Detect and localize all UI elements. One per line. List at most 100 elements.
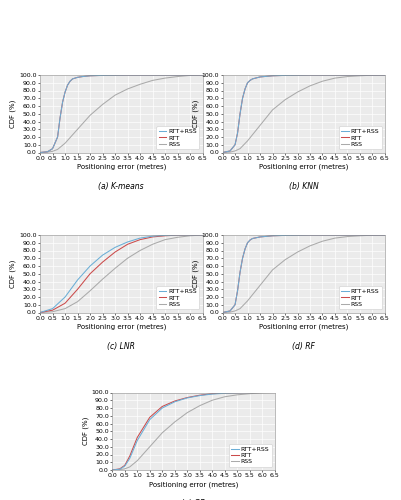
RSS xyxy=(88,112,93,118)
RSS xyxy=(370,72,375,78)
RTT+RSS xyxy=(147,416,152,422)
RTT+RSS xyxy=(100,72,105,78)
Text: (d) RF: (d) RF xyxy=(292,342,315,351)
RSS xyxy=(320,78,325,84)
RTT+RSS xyxy=(60,99,65,105)
RTT xyxy=(222,390,227,396)
RTT xyxy=(160,404,165,409)
RSS xyxy=(308,243,312,249)
RTT xyxy=(185,394,190,400)
RSS xyxy=(383,72,387,78)
Y-axis label: CDF (%): CDF (%) xyxy=(10,100,16,128)
RSS xyxy=(50,148,55,154)
RTT+RSS xyxy=(200,232,205,238)
RTT+RSS xyxy=(238,269,243,275)
RSS xyxy=(272,390,277,396)
RTT+RSS xyxy=(222,390,227,396)
X-axis label: Positioning error (metres): Positioning error (metres) xyxy=(259,164,348,170)
RTT xyxy=(60,99,65,105)
RSS xyxy=(270,267,275,273)
RTT+RSS xyxy=(188,72,192,78)
RTT xyxy=(65,82,70,88)
RTT xyxy=(295,232,300,238)
RTT+RSS xyxy=(295,72,300,78)
RTT xyxy=(110,467,115,473)
RTT xyxy=(345,72,350,78)
RSS xyxy=(117,466,122,472)
RTT xyxy=(257,234,262,240)
RTT xyxy=(88,271,93,277)
RSS xyxy=(122,466,127,472)
RTT+RSS xyxy=(345,232,350,238)
RTT xyxy=(125,242,130,248)
RTT+RSS xyxy=(257,74,262,80)
RTT+RSS xyxy=(163,232,168,238)
RSS xyxy=(138,82,142,87)
RTT+RSS xyxy=(113,244,117,250)
Y-axis label: CDF (%): CDF (%) xyxy=(10,260,16,288)
RTT+RSS xyxy=(88,263,93,269)
RSS xyxy=(185,410,190,416)
RTT xyxy=(50,307,55,313)
RSS xyxy=(247,390,252,396)
RTT xyxy=(100,72,105,78)
RTT xyxy=(45,148,50,154)
RTT xyxy=(163,233,168,239)
Text: (a) K-means: (a) K-means xyxy=(99,182,144,191)
RTT+RSS xyxy=(358,72,363,78)
RTT xyxy=(283,232,288,238)
RTT xyxy=(38,310,43,316)
RTT xyxy=(113,72,117,78)
RSS xyxy=(220,310,225,316)
RTT+RSS xyxy=(188,232,192,238)
RSS xyxy=(38,150,43,156)
RTT xyxy=(260,390,265,396)
RSS xyxy=(138,248,142,254)
RTT+RSS xyxy=(248,78,253,84)
RTT xyxy=(235,288,240,294)
X-axis label: Positioning error (metres): Positioning error (metres) xyxy=(77,164,166,170)
RTT xyxy=(135,434,140,440)
RTT+RSS xyxy=(38,150,43,156)
RSS xyxy=(128,464,132,470)
RTT xyxy=(233,302,237,308)
RSS xyxy=(260,390,265,396)
RTT xyxy=(240,255,245,261)
RSS xyxy=(63,306,67,312)
RTT xyxy=(172,398,177,404)
RSS xyxy=(228,149,233,155)
Line: RTT+RSS: RTT+RSS xyxy=(223,75,385,152)
RTT+RSS xyxy=(228,148,233,154)
RSS xyxy=(320,238,325,244)
RTT xyxy=(175,72,180,78)
RTT+RSS xyxy=(250,76,255,82)
RTT xyxy=(228,308,233,314)
RTT xyxy=(220,310,225,316)
RTT+RSS xyxy=(65,82,70,88)
RSS xyxy=(100,102,105,107)
RTT xyxy=(200,232,205,238)
RSS xyxy=(172,419,177,425)
RTT+RSS xyxy=(175,72,180,78)
RTT xyxy=(210,390,215,396)
RTT xyxy=(138,72,142,78)
RTT+RSS xyxy=(45,148,50,154)
RTT+RSS xyxy=(70,76,75,82)
Line: RTT: RTT xyxy=(112,392,275,470)
RSS xyxy=(200,72,205,78)
RTT xyxy=(58,114,63,120)
RTT+RSS xyxy=(283,72,288,78)
Legend: RTT+RSS, RTT, RSS: RTT+RSS, RTT, RSS xyxy=(339,126,382,150)
RSS xyxy=(200,232,205,238)
RTT+RSS xyxy=(38,310,43,316)
RTT xyxy=(125,72,130,78)
RTT xyxy=(80,74,85,80)
RSS xyxy=(228,309,233,315)
RTT+RSS xyxy=(320,72,325,78)
RTT+RSS xyxy=(243,246,247,252)
RTT+RSS xyxy=(345,72,350,78)
RTT xyxy=(233,142,237,148)
RSS xyxy=(38,310,43,316)
RTT+RSS xyxy=(175,232,180,238)
RTT xyxy=(188,232,192,238)
